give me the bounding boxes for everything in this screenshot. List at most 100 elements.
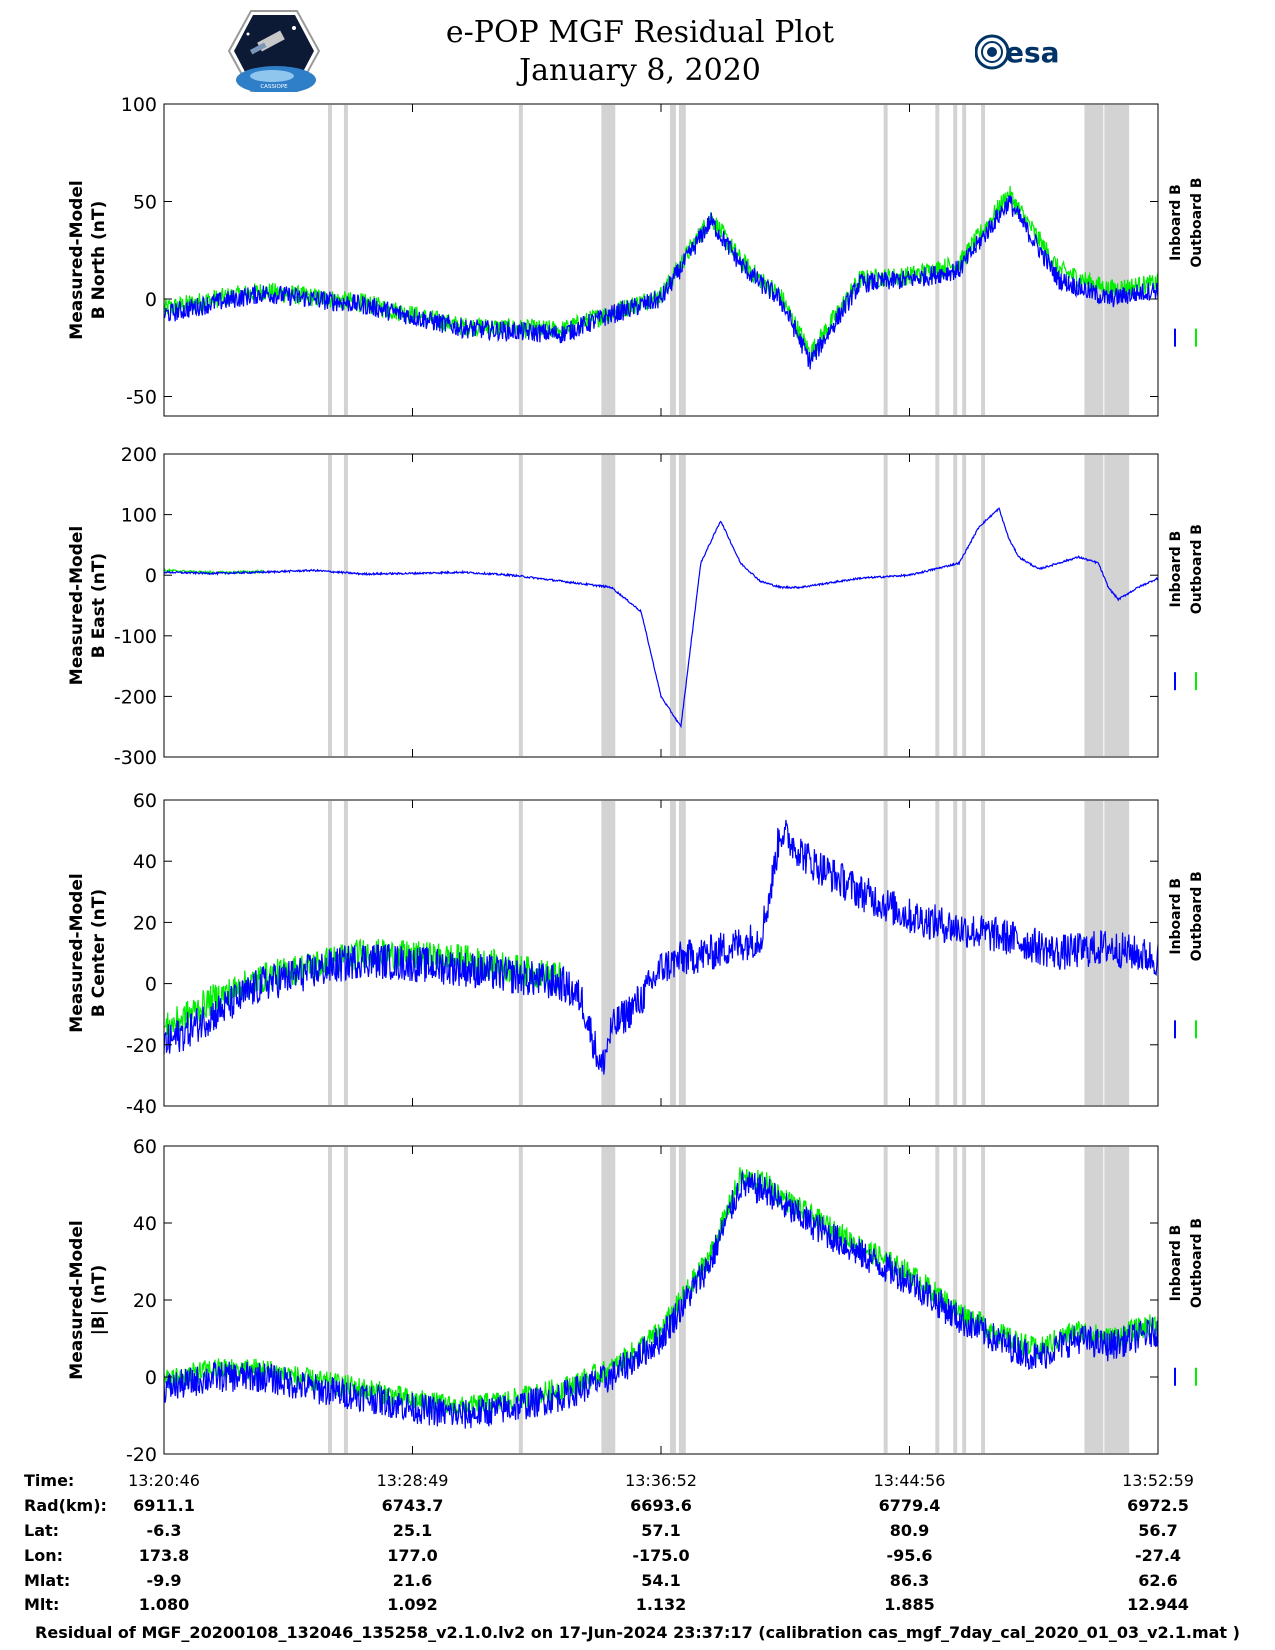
x-axis-value-4-6: 1.885 (884, 1595, 935, 1614)
x-axis-value-2-6: 1.092 (387, 1595, 438, 1614)
x-axis-value-2-2: 6743.7 (382, 1496, 444, 1515)
plot-frame-3 (163, 799, 1159, 1107)
esa-wordmark: esa (1005, 36, 1060, 69)
shaded-interval-1-5 (669, 105, 676, 415)
shaded-interval-2-12 (1084, 455, 1104, 756)
y-tick-label-3: -20 (126, 1035, 157, 1057)
x-axis-value-2-1: 13:28:49 (377, 1471, 449, 1490)
y-axis-label-line: Measured-Model (67, 1220, 87, 1379)
row-label-3: Lat: (24, 1521, 59, 1540)
x-axis-value-4-3: 80.9 (890, 1521, 929, 1540)
y-axis-label-line: |B| (nT) (89, 1265, 109, 1336)
plot-frame-2 (163, 453, 1159, 758)
shaded-interval-1-9 (953, 105, 958, 415)
shaded-interval-2-1 (328, 455, 332, 756)
legend-label-outboard: Outboard B (1189, 1218, 1205, 1308)
x-axis-value-4-4: -95.6 (886, 1546, 932, 1565)
x-axis-value-1-1: 13:20:46 (128, 1471, 200, 1490)
legend-label-outboard: Outboard B (1189, 177, 1205, 267)
title-line-1: e-POP MGF Residual Plot (445, 15, 835, 50)
series-line-4-outboard-b (163, 1167, 1159, 1418)
shaded-interval-3-7 (883, 801, 888, 1105)
shaded-interval-4-7 (883, 1147, 888, 1453)
shaded-interval-1-13 (1104, 105, 1130, 415)
legend-label-inboard: Inboard B (1168, 184, 1184, 261)
shaded-interval-1-11 (981, 105, 986, 415)
y-tick-label-2: -100 (114, 626, 157, 648)
y-tick-label-1: -50 (126, 387, 157, 409)
y-tick-label-2: -200 (114, 686, 157, 708)
shaded-interval-2-11 (981, 455, 986, 756)
x-axis-value-1-5: -9.9 (147, 1571, 182, 1590)
y-tick-label-2: 100 (121, 505, 157, 527)
x-axis-value-2-5: 21.6 (393, 1571, 432, 1590)
shaded-interval-1-3 (518, 105, 523, 415)
shaded-interval-1-7 (883, 105, 888, 415)
legend-label-inboard: Inboard B (1168, 1225, 1184, 1302)
shaded-interval-1-8 (935, 105, 940, 415)
shaded-interval-3-10 (962, 801, 967, 1105)
y-tick-label-3: 60 (133, 790, 157, 812)
x-axis-value-4-1: 13:44:56 (874, 1471, 946, 1490)
shaded-interval-4-1 (328, 1147, 332, 1453)
legend-label-outboard: Outboard B (1189, 871, 1205, 961)
shaded-interval-4-2 (343, 1147, 348, 1453)
shaded-interval-4-13 (1104, 1147, 1130, 1453)
series-line-4-inboard-b (163, 1171, 1159, 1429)
row-label-1: Time: (24, 1471, 74, 1490)
y-axis-label-3: Measured-Model B Center (nT) (67, 873, 109, 1032)
shaded-interval-4-4 (601, 1147, 616, 1453)
shaded-interval-4-8 (935, 1147, 940, 1453)
x-axis-value-3-6: 1.132 (636, 1595, 687, 1614)
shaded-interval-3-11 (981, 801, 986, 1105)
shaded-interval-4-11 (981, 1147, 986, 1453)
shaded-interval-3-3 (518, 801, 523, 1105)
shaded-interval-2-7 (883, 455, 888, 756)
y-tick-label-4: 0 (145, 1367, 157, 1389)
legend-label-outboard: Outboard B (1189, 524, 1205, 614)
footer-caption: Residual of MGF_20200108_132046_135258_v… (35, 1623, 1240, 1642)
x-axis-value-5-2: 6972.5 (1127, 1496, 1189, 1515)
shaded-interval-1-4 (601, 105, 616, 415)
shaded-interval-4-12 (1084, 1147, 1104, 1453)
y-tick-label-3: 20 (133, 912, 157, 934)
logo-caption: CASSIOPE (260, 84, 288, 90)
y-tick-label-1: 0 (145, 289, 157, 311)
y-tick-label-4: 40 (133, 1213, 157, 1235)
row-label-6: Mlt: (24, 1595, 59, 1614)
shaded-interval-2-8 (935, 455, 940, 756)
shaded-interval-1-1 (328, 105, 332, 415)
shaded-interval-2-13 (1104, 455, 1130, 756)
x-axis-value-5-6: 12.944 (1127, 1595, 1189, 1614)
y-tick-label-1: 50 (133, 192, 157, 214)
x-axis-value-5-5: 62.6 (1138, 1571, 1177, 1590)
esa-logo: esa (975, 34, 1060, 70)
shaded-interval-2-6 (678, 455, 686, 756)
y-tick-label-2: 0 (145, 565, 157, 587)
row-label-4: Lon: (24, 1546, 63, 1565)
x-axis-value-4-2: 6779.4 (879, 1496, 941, 1515)
shaded-interval-4-3 (518, 1147, 523, 1453)
y-tick-label-4: -20 (126, 1444, 157, 1466)
x-axis-value-5-3: 56.7 (1138, 1521, 1177, 1540)
row-label-2: Rad(km): (24, 1496, 107, 1515)
x-axis-value-1-4: 173.8 (139, 1546, 190, 1565)
x-axis-value-3-1: 13:36:52 (625, 1471, 697, 1490)
y-axis-label-line: B Center (nT) (89, 889, 109, 1017)
plot-frame-1 (163, 103, 1159, 417)
series-line-1-inboard-b (163, 195, 1159, 370)
x-axis-value-5-4: -27.4 (1135, 1546, 1181, 1565)
y-tick-label-3: 40 (133, 851, 157, 873)
y-axis-label-line: B East (nT) (89, 553, 109, 658)
y-tick-label-4: 60 (133, 1136, 157, 1158)
shaded-interval-1-2 (343, 105, 348, 415)
plot-frame-4 (163, 1145, 1159, 1455)
shaded-interval-2-4 (601, 455, 616, 756)
y-tick-label-3: -40 (126, 1096, 157, 1118)
y-tick-label-4: 20 (133, 1290, 157, 1312)
y-axis-label-line: Measured-Model (67, 180, 87, 339)
x-axis-value-3-4: -175.0 (632, 1546, 689, 1565)
y-axis-label-line: Measured-Model (67, 873, 87, 1032)
shaded-interval-2-3 (518, 455, 523, 756)
